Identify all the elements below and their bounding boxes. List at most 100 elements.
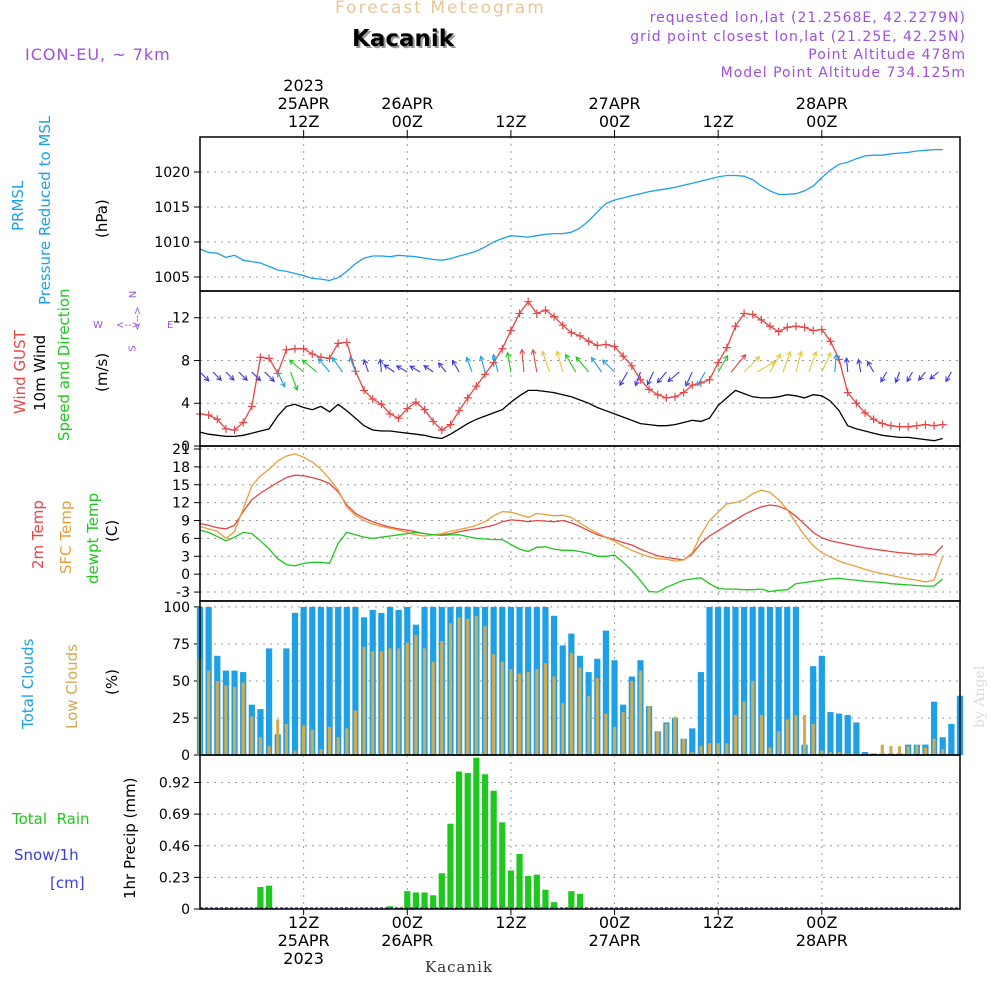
wind-direction-arrow (880, 371, 888, 383)
gust-marker (671, 392, 679, 401)
gust-marker (705, 375, 714, 384)
total-cloud-bar (335, 606, 342, 755)
precip-bar (404, 891, 411, 909)
low-cloud-bar (751, 680, 755, 755)
wind-direction-arrow (451, 359, 460, 373)
low-cloud-bar (880, 744, 884, 755)
wind-direction-arrow (867, 360, 875, 373)
low-cloud-bar (379, 651, 383, 755)
low-cloud-bar (699, 746, 703, 755)
precip-bar (490, 790, 497, 909)
gust-marker (731, 322, 740, 331)
wind-direction-arrow (288, 359, 304, 373)
total-cloud-bar (792, 606, 800, 755)
precip-bar (257, 887, 264, 909)
precip-bar (455, 771, 463, 909)
gust-marker (265, 354, 274, 363)
low-cloud-bar (604, 713, 608, 755)
gust-marker (550, 312, 559, 321)
series-line-sfc-temp (199, 453, 944, 583)
low-cloud-bar (362, 646, 366, 755)
gust-marker (645, 385, 654, 394)
low-cloud-bar (802, 715, 807, 755)
temp-unit: (C) (103, 519, 121, 542)
wind-direction-arrow (590, 356, 603, 373)
gust-marker (455, 406, 464, 415)
low-cloud-bar (777, 731, 781, 755)
time-label-top: 26APR (381, 94, 433, 113)
gust-marker (809, 326, 818, 335)
wind-direction-arrow (362, 358, 369, 373)
gust-marker (593, 341, 602, 350)
series-line-prmsl (199, 148, 943, 282)
wind-direction-arrow (844, 356, 850, 373)
precip-bar (412, 892, 420, 909)
y-tick-label: 0.69 (159, 807, 190, 823)
series-line-2m-temp (199, 474, 944, 561)
wind-direction-arrow (540, 350, 551, 373)
wind-direction-arrow (530, 348, 538, 373)
time-label-top: 12Z (703, 112, 734, 131)
time-label-bottom: 12Z (288, 913, 319, 932)
time-label-top: 2023 (283, 76, 324, 95)
wind-direction-arrow (917, 371, 926, 381)
gust-marker (679, 388, 688, 397)
low-cloud-bar (785, 719, 789, 755)
gust-marker (904, 422, 913, 431)
gust-marker (213, 415, 222, 424)
time-label-bottom: 2023 (283, 949, 324, 968)
total-cloud-bar (611, 660, 618, 755)
gust-marker (342, 338, 351, 347)
gust-marker (532, 309, 541, 318)
time-label-bottom: 25APR (278, 931, 330, 950)
panel-frame (199, 136, 961, 292)
low-cloud-bar (414, 635, 418, 755)
low-cloud-bar (595, 678, 599, 755)
precip-bar (525, 876, 532, 909)
gust-marker (852, 399, 861, 408)
gust-marker (878, 419, 887, 428)
low-cloud-bar (310, 729, 314, 755)
snow-label: Snow/1h (14, 846, 79, 864)
gust-marker (429, 417, 438, 426)
precip-bar (568, 891, 575, 909)
wind-direction-arrow (717, 354, 729, 373)
wind-direction-arrow (437, 362, 447, 373)
precip-bar (533, 874, 540, 909)
total-cloud-bar (758, 606, 765, 755)
wind-direction-arrow (730, 353, 747, 373)
low-cloud-bar (915, 744, 919, 755)
y-tick-label: 75 (172, 637, 190, 653)
precip-bar (576, 893, 584, 909)
gust-marker (783, 323, 792, 332)
low-cloud-bar (492, 654, 496, 755)
low-cloud-bar (500, 661, 504, 755)
wind-direction-arrow (555, 350, 564, 373)
gust-marker (558, 321, 567, 330)
y-tick-label: 15 (172, 478, 190, 494)
low-cloud-bar (293, 750, 297, 755)
total-cloud-bar (948, 723, 955, 755)
wind-direction-arrow (743, 355, 761, 373)
low-cloud-bar (535, 669, 539, 755)
total-cloud-bar (775, 606, 782, 755)
low-cloud-bar (561, 703, 565, 755)
total-cloud-bar (818, 655, 825, 755)
low-cloud-bar (474, 615, 478, 755)
gust-marker (403, 404, 412, 413)
total-cloud-bar (317, 606, 325, 755)
wind-direction-arrow (331, 356, 343, 373)
wind-10m-label: 10m Wind (31, 334, 49, 411)
time-label-bottom: 28APR (796, 931, 848, 950)
gust-marker (221, 424, 230, 433)
wind-direction-arrow (667, 371, 680, 383)
gust-marker (921, 420, 930, 429)
time-label-top: 25APR (278, 94, 330, 113)
y-tick-label: 18 (172, 460, 190, 476)
low-cloud-bar (267, 746, 271, 755)
gust-marker (662, 393, 671, 402)
precip-unit: 1hr Precip (mm) (121, 777, 139, 899)
low-cloud-bar (941, 749, 945, 755)
low-cloud-bar (250, 716, 254, 755)
low-cloud-bar (276, 719, 280, 755)
